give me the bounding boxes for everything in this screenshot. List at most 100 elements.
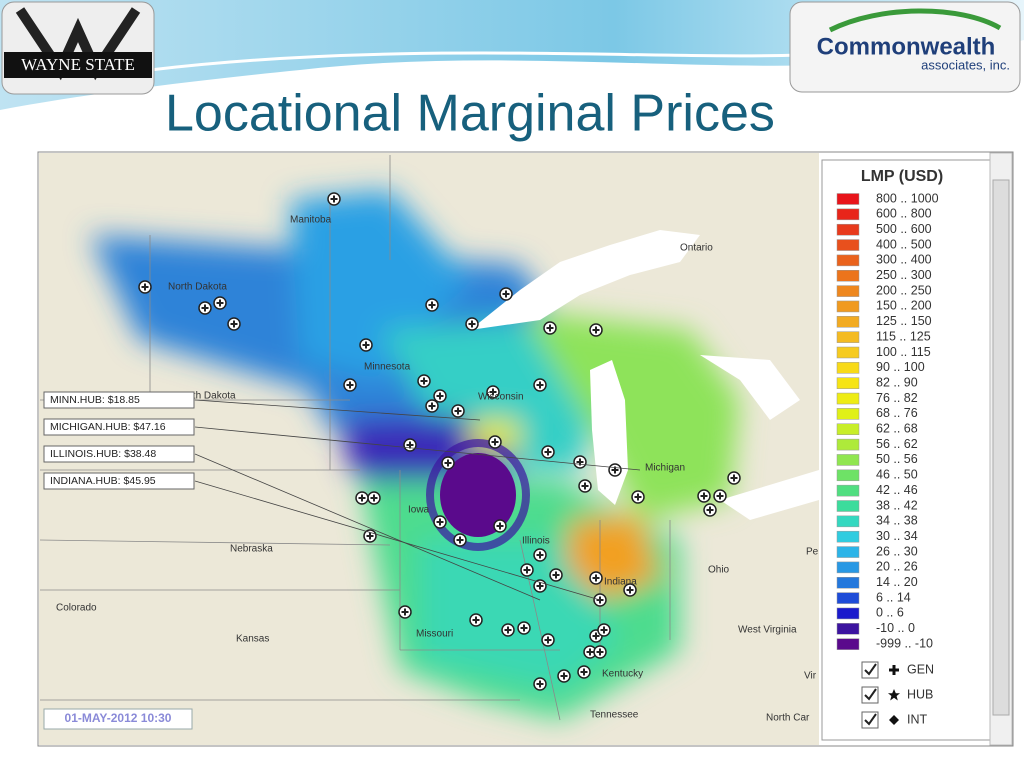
marker-plus	[592, 632, 600, 640]
legend-label: 150 .. 200	[876, 299, 932, 313]
hub-leader	[194, 426, 641, 471]
legend-swatch	[836, 454, 860, 466]
legend-label: 82 .. 90	[876, 375, 918, 389]
gen-marker	[608, 463, 622, 477]
place-label: Manitoba	[290, 215, 332, 226]
legend-swatch	[836, 577, 860, 589]
hub-label: MICHIGAN.HUB: $47.16	[50, 421, 166, 433]
legend-label: 56 .. 62	[876, 437, 918, 451]
scroll-thumb[interactable]	[992, 179, 1010, 716]
gen-marker	[488, 435, 502, 449]
marker-plus	[496, 522, 504, 530]
gen-marker	[541, 633, 555, 647]
gen-marker	[543, 321, 557, 335]
legend-swatch	[836, 331, 860, 343]
marker-plus	[544, 448, 552, 456]
toggle-icon	[889, 665, 899, 675]
marker-plus	[436, 392, 444, 400]
slide-title: Locational Marginal Prices	[165, 85, 775, 143]
legend-swatch	[836, 546, 860, 558]
legend-toggle[interactable]: INT	[861, 711, 928, 729]
hub-box	[43, 445, 195, 463]
place-label: Missouri	[416, 629, 453, 640]
gen-marker	[441, 456, 455, 470]
marker-plus	[546, 324, 554, 332]
checkmark	[864, 688, 877, 701]
gen-marker	[533, 677, 547, 691]
gen-marker	[541, 445, 555, 459]
gen-marker	[697, 489, 711, 503]
gen-marker	[533, 548, 547, 562]
hub-label: MINN.HUB: $18.85	[50, 394, 140, 406]
legend-swatch	[836, 239, 860, 251]
legend-label: 34 .. 38	[876, 514, 918, 528]
marker-plus	[536, 680, 544, 688]
place-label: Kansas	[236, 634, 269, 645]
legend-swatch	[836, 623, 860, 635]
gen-marker	[465, 317, 479, 331]
place-label: Ohio	[708, 565, 730, 576]
borders	[39, 155, 671, 721]
gen-marker	[727, 471, 741, 485]
marker-plus	[141, 283, 149, 291]
legend-swatch	[836, 500, 860, 512]
marker-plus	[491, 438, 499, 446]
legend-label: 250 .. 300	[876, 268, 932, 282]
marker-plus	[428, 301, 436, 309]
marker-plus	[454, 407, 462, 415]
legend-swatch	[836, 300, 860, 313]
legend-label: 46 .. 50	[876, 468, 918, 482]
marker-plus	[201, 304, 209, 312]
legend-toggle[interactable]: HUB	[861, 686, 933, 704]
hub-leader	[194, 399, 481, 421]
place-label: Tennessee	[590, 710, 639, 721]
hub-leader	[194, 480, 601, 601]
hub-leader	[194, 453, 541, 601]
gen-marker	[589, 571, 603, 585]
marker-plus	[581, 482, 589, 490]
legend-swatch	[836, 592, 860, 604]
gen-marker	[577, 665, 591, 679]
marker-plus	[560, 672, 568, 680]
place-label: Iowa	[408, 505, 430, 516]
gen-marker	[433, 515, 447, 529]
marker-plus	[592, 574, 600, 582]
legend-label: 14 .. 20	[876, 575, 918, 589]
gen-marker	[425, 399, 439, 413]
legend-label: 26 .. 30	[876, 544, 918, 558]
gen-marker	[623, 583, 637, 597]
legend-label: 400 .. 500	[876, 237, 932, 251]
gen-marker	[631, 490, 645, 504]
gen-marker	[343, 378, 357, 392]
logo-arc	[828, 8, 1002, 33]
header-wave	[0, 0, 1024, 110]
legend-swatch	[836, 607, 860, 620]
toggle-icon	[889, 715, 899, 725]
place-label: West Virginia	[738, 625, 797, 636]
legend-swatch	[836, 223, 860, 236]
toggle-label: GEN	[907, 662, 934, 676]
gen-marker	[425, 298, 439, 312]
legend-label: 50 .. 56	[876, 452, 918, 466]
gen-marker	[359, 338, 373, 352]
place-label: Pe	[806, 547, 819, 558]
legend-swatch	[836, 561, 860, 574]
legend-swatch	[836, 208, 860, 221]
place-label: Michigan	[645, 463, 685, 474]
toggle-label: HUB	[907, 687, 933, 701]
legend-label: 200 .. 250	[876, 283, 932, 297]
marker-plus	[358, 494, 366, 502]
legend-label: 38 .. 42	[876, 498, 918, 512]
legend-label: -10 .. 0	[876, 621, 915, 635]
gen-marker	[499, 287, 513, 301]
logo-band	[4, 52, 152, 78]
legend-label: 42 .. 46	[876, 483, 918, 497]
marker-plus	[730, 474, 738, 482]
place-label: North Car	[766, 713, 810, 724]
price-sink-ring	[426, 439, 530, 551]
gen-marker	[713, 489, 727, 503]
legend-toggle[interactable]: GEN	[861, 661, 934, 679]
legend-swatch	[836, 515, 860, 528]
gen-marker	[469, 613, 483, 627]
